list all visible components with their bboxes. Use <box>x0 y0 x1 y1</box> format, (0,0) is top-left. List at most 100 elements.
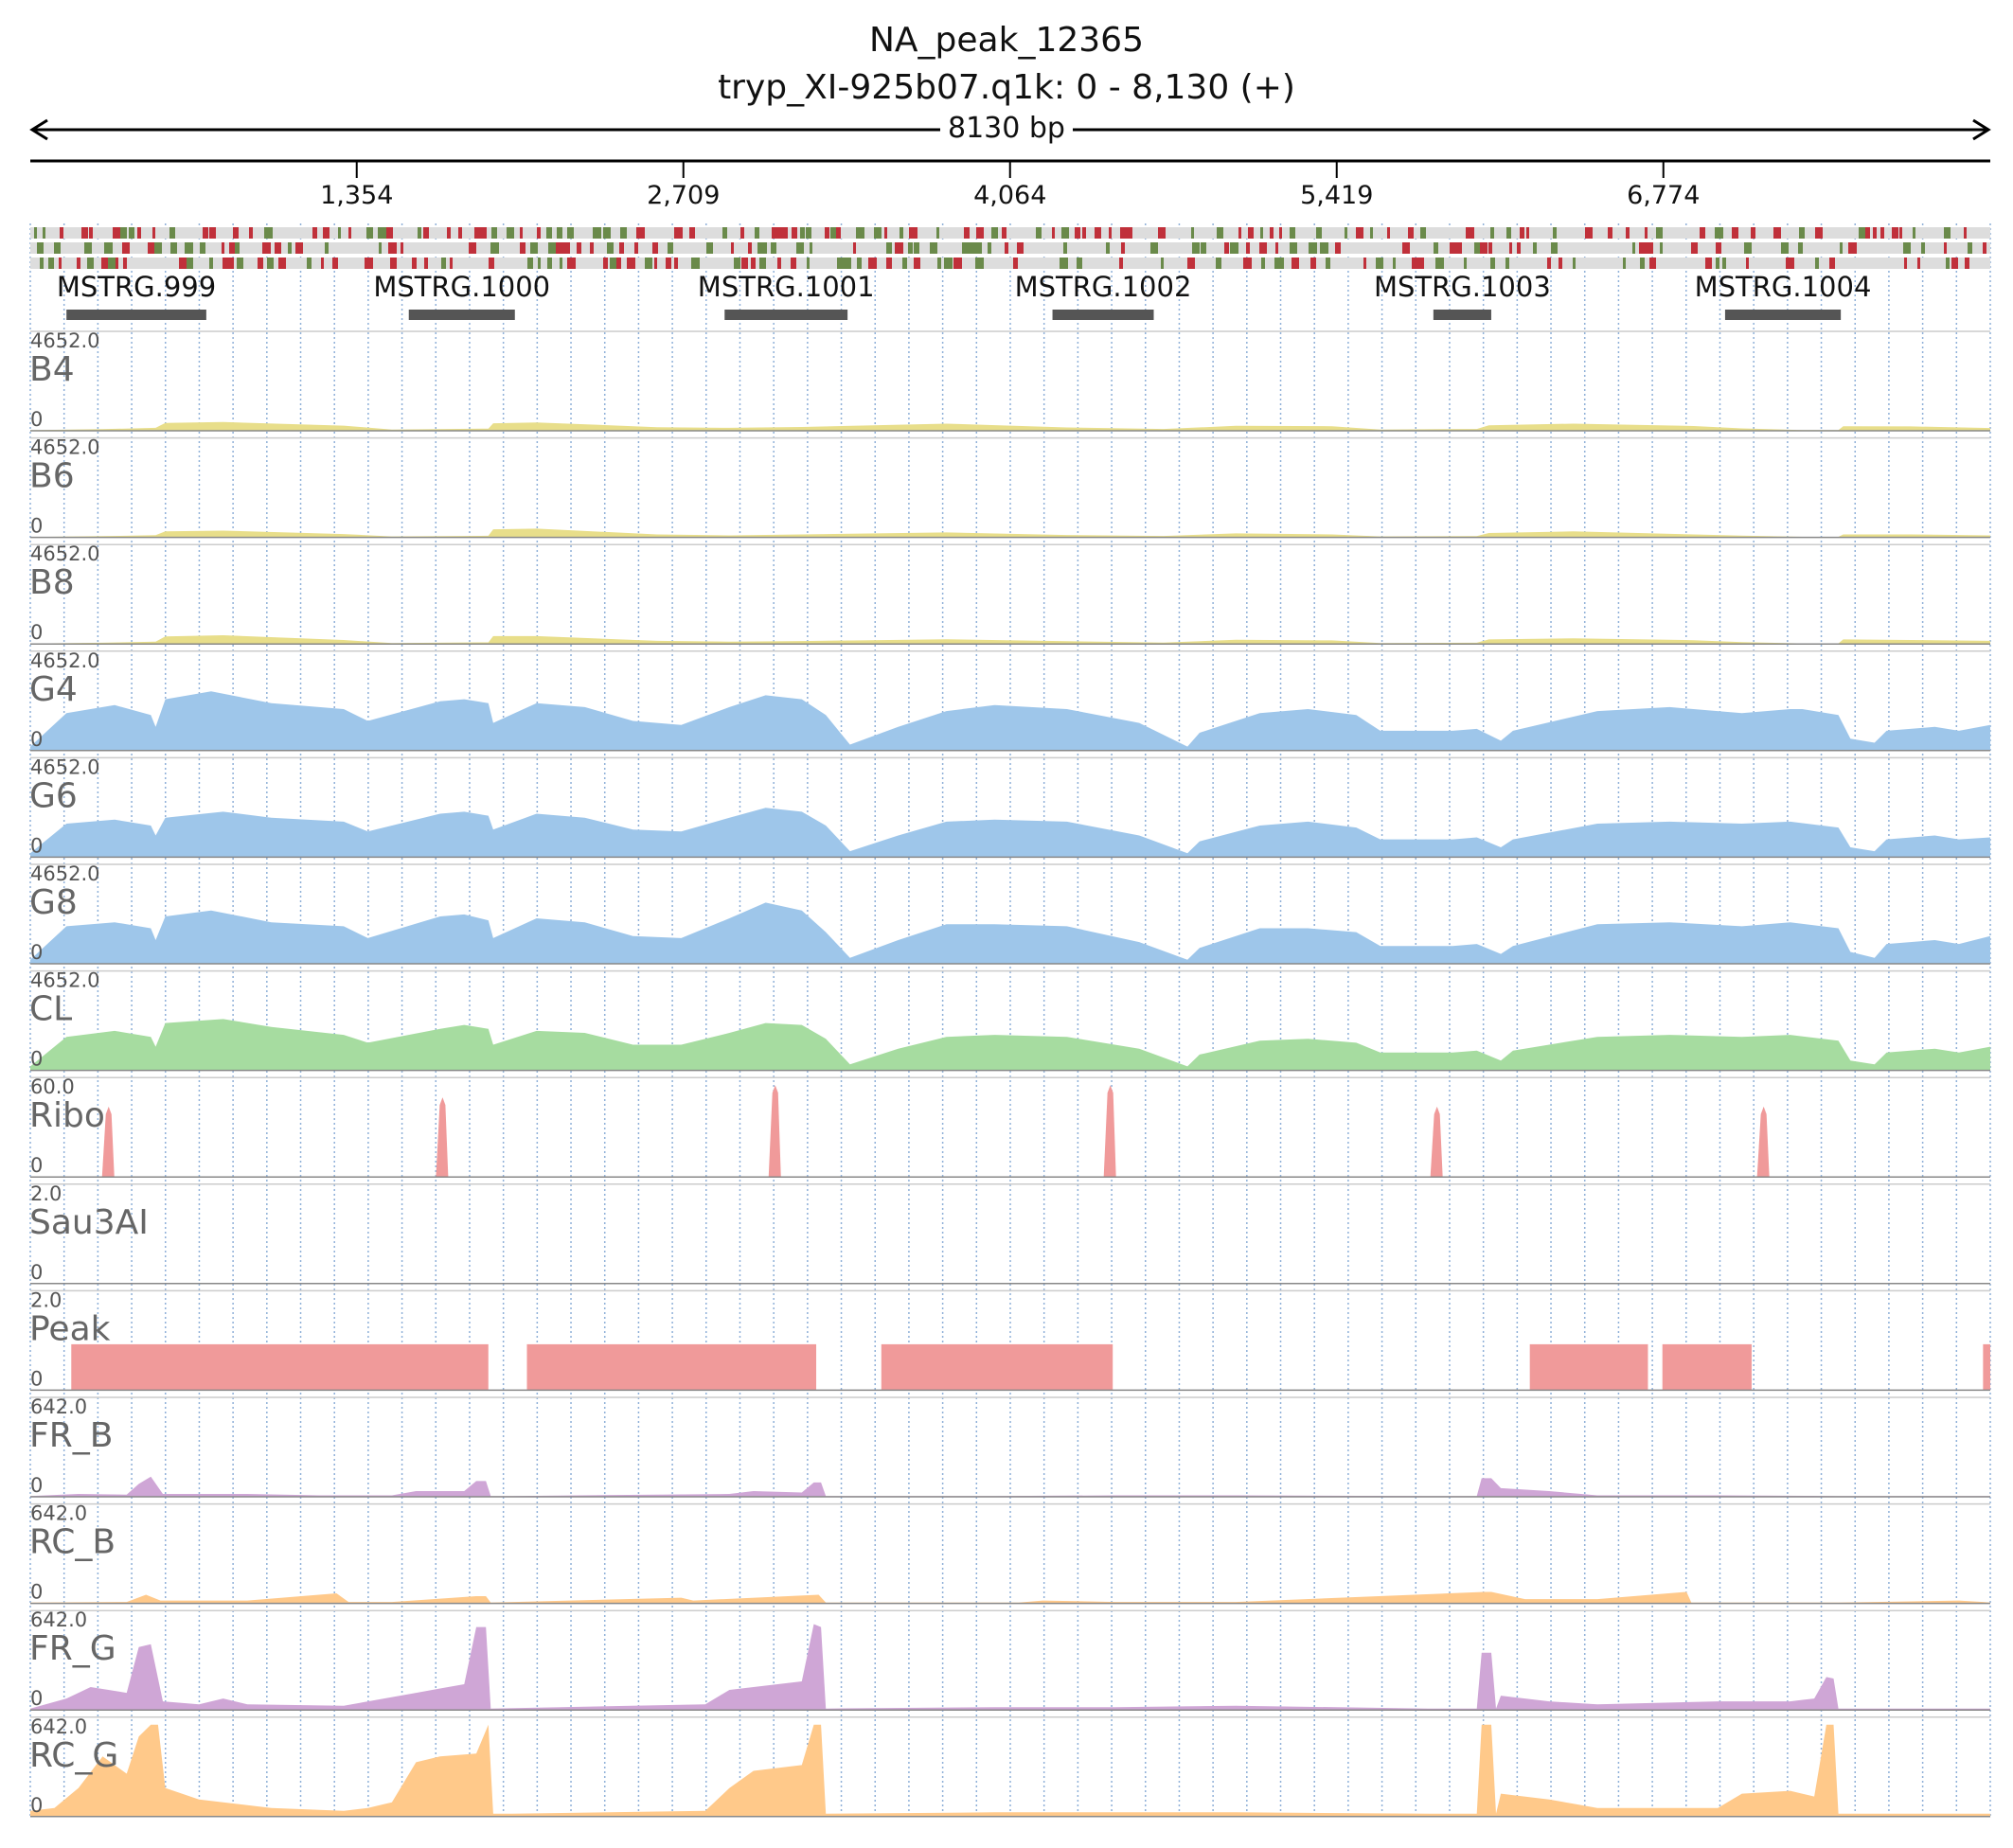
gene-label: MSTRG.1001 <box>698 271 875 303</box>
codon-mark <box>1217 227 1223 239</box>
track-signal-area <box>30 1624 1990 1711</box>
codon-mark <box>527 258 533 269</box>
reading-frame-strip <box>30 258 1990 269</box>
x-tick-label: 1,354 <box>320 181 393 210</box>
track-name: G8 <box>29 883 78 922</box>
codon-mark <box>791 258 796 269</box>
x-tick-label: 2,709 <box>647 181 720 210</box>
codon-mark <box>1815 227 1823 239</box>
codon-mark <box>1917 258 1920 269</box>
codon-mark <box>777 258 781 269</box>
codon-mark <box>1150 242 1158 254</box>
codon-mark <box>741 258 748 269</box>
track-name: RC_G <box>29 1736 118 1775</box>
codon-mark <box>307 258 312 269</box>
codon-mark <box>607 242 614 254</box>
codon-mark <box>1458 242 1462 254</box>
ribo-spike <box>101 1106 115 1178</box>
codon-mark <box>1036 227 1042 239</box>
codon-mark <box>295 242 303 254</box>
x-tick-label: 5,419 <box>1300 181 1373 210</box>
codon-mark <box>1408 227 1414 239</box>
codon-mark <box>645 258 652 269</box>
codon-mark <box>1649 258 1656 269</box>
codon-mark <box>936 227 939 239</box>
track-max-label: 4652.0 <box>30 329 99 352</box>
codon-mark <box>1983 242 1986 254</box>
codon-mark <box>209 258 213 269</box>
codon-mark <box>1246 242 1250 254</box>
codon-mark <box>830 227 838 239</box>
codon-mark <box>1017 242 1024 254</box>
codon-mark <box>152 227 155 239</box>
codon-mark <box>386 227 393 239</box>
codon-mark <box>1109 227 1112 239</box>
codon-mark <box>755 227 759 239</box>
codon-mark <box>120 227 127 239</box>
codon-mark <box>902 258 907 269</box>
codon-mark <box>1061 227 1069 239</box>
codon-mark <box>1121 242 1125 254</box>
codon-mark <box>390 258 397 269</box>
codon-mark <box>1859 227 1867 239</box>
codon-mark <box>1356 227 1363 239</box>
codon-mark <box>1559 258 1562 269</box>
codon-mark <box>1290 242 1297 254</box>
codon-mark <box>312 227 317 239</box>
codon-mark <box>1191 227 1194 239</box>
codon-mark <box>1387 227 1390 239</box>
codon-mark <box>636 227 645 239</box>
codon-mark <box>267 258 274 269</box>
codon-mark <box>1773 227 1781 239</box>
codon-mark <box>792 227 797 239</box>
codon-mark <box>895 242 903 254</box>
codon-mark <box>1326 258 1330 269</box>
codon-mark <box>884 227 887 239</box>
codon-mark <box>1705 258 1712 269</box>
codon-mark <box>113 227 121 239</box>
codon-mark <box>689 227 695 239</box>
codon-mark <box>170 242 177 254</box>
codon-mark <box>278 258 286 269</box>
codon-mark <box>378 227 386 239</box>
peak-block <box>881 1343 1113 1391</box>
codon-mark <box>325 242 329 254</box>
codon-mark <box>968 242 974 254</box>
codon-mark <box>288 242 292 254</box>
codon-mark <box>60 227 63 239</box>
codon-mark <box>610 258 616 269</box>
codon-mark <box>275 242 281 254</box>
codon-mark <box>909 227 917 239</box>
codon-mark <box>748 242 752 254</box>
codon-mark <box>1260 227 1263 239</box>
codon-mark <box>233 227 239 239</box>
track-name: FR_B <box>29 1416 113 1455</box>
codon-mark <box>837 258 844 269</box>
gene-bar <box>1433 310 1491 320</box>
codon-mark <box>1082 227 1086 239</box>
codon-mark <box>59 258 62 269</box>
codon-mark <box>1464 258 1467 269</box>
codon-mark <box>810 242 812 254</box>
codon-mark <box>620 227 627 239</box>
codon-mark <box>1732 227 1738 239</box>
codon-mark <box>1002 227 1006 239</box>
gene-bar <box>408 310 515 320</box>
codon-mark <box>450 258 453 269</box>
codon-mark <box>1921 242 1925 254</box>
track-max-label: 4652.0 <box>30 649 99 672</box>
codon-mark <box>1192 242 1200 254</box>
codon-mark <box>388 242 397 254</box>
track-max-label: 60.0 <box>30 1075 75 1098</box>
codon-mark <box>185 242 191 254</box>
codon-mark <box>556 242 563 254</box>
codon-mark <box>853 242 856 254</box>
codon-mark <box>104 242 113 254</box>
span-arrow-right-head <box>1972 118 1991 141</box>
codon-mark <box>338 227 341 239</box>
track-name: Ribo <box>29 1096 105 1135</box>
codon-mark <box>1474 242 1481 254</box>
codon-mark <box>1646 242 1653 254</box>
codon-mark <box>772 227 779 239</box>
